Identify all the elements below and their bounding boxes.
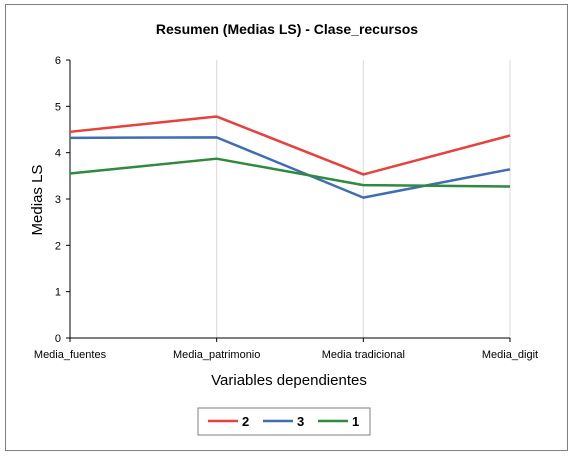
x-tick-labels: Media_fuentes Media_patrimonio Media tradi… (34, 349, 538, 361)
series-line-3 (69, 136, 511, 199)
grid-lines (216, 60, 511, 338)
x-tick-label: Media tradicional (322, 349, 405, 361)
y-tick-labels: 0 1 2 3 4 5 6 (55, 55, 61, 345)
chart-frame (5, 4, 568, 451)
series-line-1 (69, 157, 511, 188)
y-tick-label: 3 (55, 194, 61, 206)
y-axis-title: Medias LS (29, 165, 46, 236)
x-tick-label: Media_fuentes (34, 349, 107, 361)
legend: 2 3 1 (208, 414, 359, 429)
legend-label-1: 1 (352, 414, 359, 429)
y-tick-label: 4 (55, 148, 61, 160)
x-axis-title: Variables dependientes (211, 372, 367, 389)
x-tick-label: Media_patrimonio (173, 349, 260, 361)
y-tick-label: 5 (55, 101, 61, 113)
legend-label-2: 2 (242, 414, 249, 429)
x-tick-label: Media_digit (482, 349, 538, 361)
series-lines (69, 115, 511, 199)
axes (66, 59, 511, 342)
y-tick-label: 0 (55, 333, 61, 345)
legend-label-3: 3 (297, 414, 304, 429)
y-tick-label: 2 (55, 240, 61, 252)
y-tick-label: 1 (55, 287, 61, 299)
chart-title: Resumen (Medias LS) - Clase_recursos (156, 21, 418, 37)
y-tick-label: 6 (55, 55, 61, 67)
series-line-2 (69, 115, 511, 176)
